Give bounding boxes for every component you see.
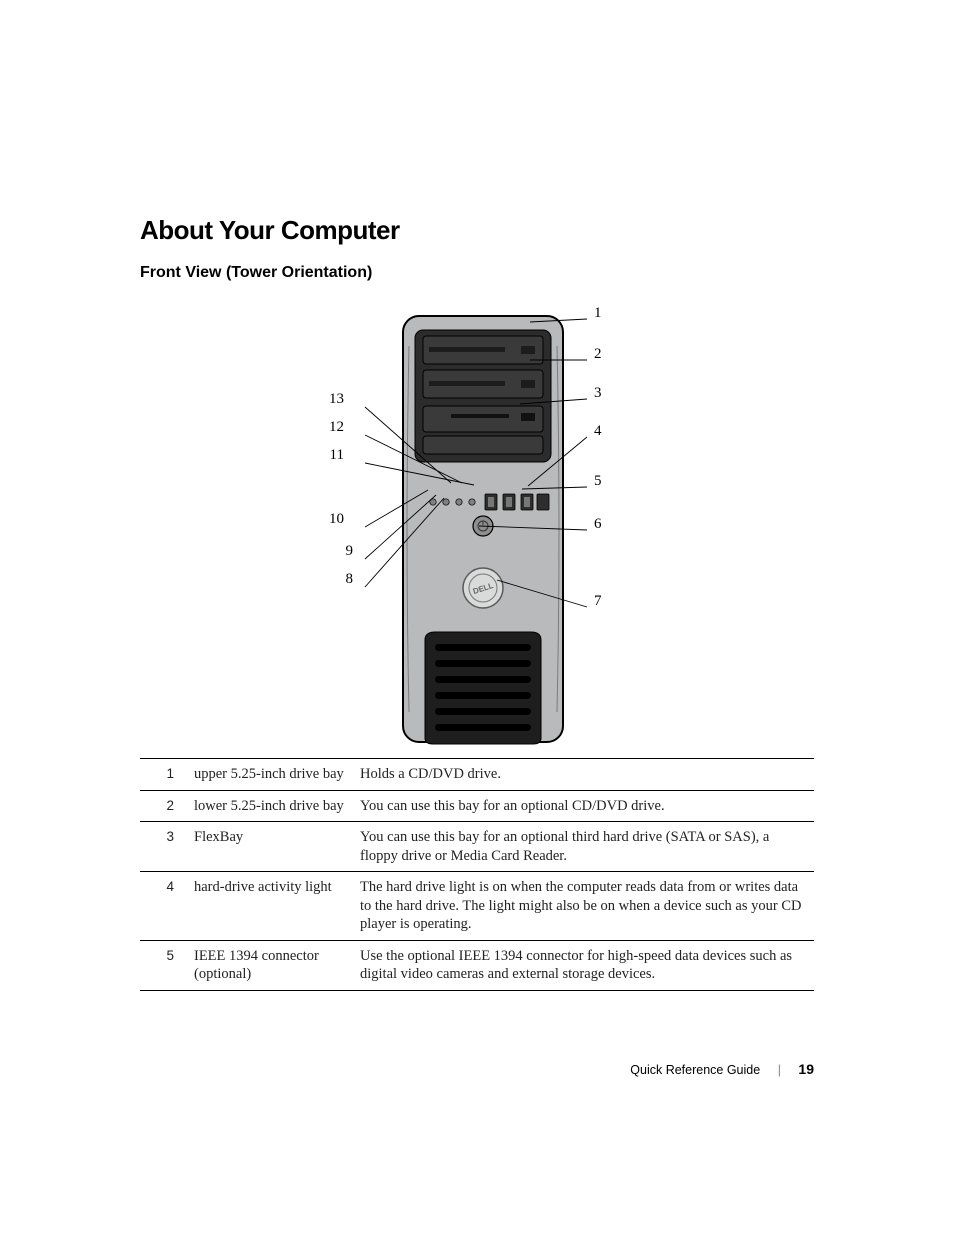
- part-number: 4: [140, 872, 194, 941]
- callout-number: 9: [331, 543, 353, 560]
- footer-page-number: 19: [798, 1061, 814, 1077]
- part-description: Use the optional IEEE 1394 connector for…: [360, 940, 814, 990]
- page-heading: About Your Computer: [140, 215, 814, 246]
- part-number: 5: [140, 940, 194, 990]
- callout-number: 12: [322, 419, 344, 436]
- callout-number: 11: [322, 447, 344, 464]
- part-description: You can use this bay for an optional thi…: [360, 822, 814, 872]
- footer-guide: Quick Reference Guide: [630, 1063, 760, 1077]
- table-row: 5IEEE 1394 connector (optional)Use the o…: [140, 940, 814, 990]
- callout-number: 6: [594, 516, 602, 533]
- part-name: upper 5.25-inch drive bay: [194, 759, 360, 791]
- parts-table: 1upper 5.25-inch drive bayHolds a CD/DVD…: [140, 758, 814, 991]
- callout-number: 5: [594, 473, 602, 490]
- callout-number: 10: [322, 511, 344, 528]
- callout-number: 13: [322, 391, 344, 408]
- table-row: 3FlexBayYou can use this bay for an opti…: [140, 822, 814, 872]
- part-name: lower 5.25-inch drive bay: [194, 790, 360, 822]
- part-description: The hard drive light is on when the comp…: [360, 872, 814, 941]
- part-description: You can use this bay for an optional CD/…: [360, 790, 814, 822]
- table-row: 1upper 5.25-inch drive bayHolds a CD/DVD…: [140, 759, 814, 791]
- callout-number: 7: [594, 593, 602, 610]
- footer-separator: |: [778, 1063, 781, 1077]
- front-view-diagram: DELL 12345671312111098: [140, 300, 814, 748]
- table-row: 2lower 5.25-inch drive bayYou can use th…: [140, 790, 814, 822]
- footer: Quick Reference Guide | 19: [630, 1061, 814, 1077]
- callout-number: 1: [594, 305, 602, 322]
- part-name: IEEE 1394 connector (optional): [194, 940, 360, 990]
- part-name: FlexBay: [194, 822, 360, 872]
- part-number: 2: [140, 790, 194, 822]
- callout-number: 2: [594, 346, 602, 363]
- callout-number: 8: [331, 571, 353, 588]
- callout-number: 3: [594, 385, 602, 402]
- callout-number: 4: [594, 423, 602, 440]
- part-description: Holds a CD/DVD drive.: [360, 759, 814, 791]
- part-number: 1: [140, 759, 194, 791]
- part-name: hard-drive activity light: [194, 872, 360, 941]
- table-row: 4hard-drive activity lightThe hard drive…: [140, 872, 814, 941]
- page-subheading: Front View (Tower Orientation): [140, 264, 814, 282]
- part-number: 3: [140, 822, 194, 872]
